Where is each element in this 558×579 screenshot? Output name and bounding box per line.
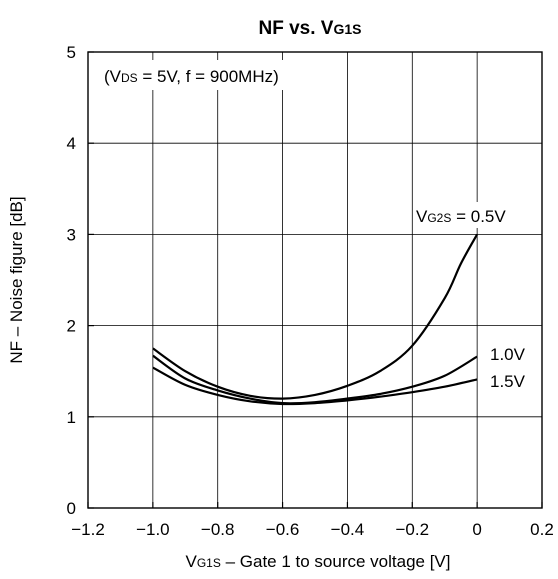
x-tick-label: −1.2 <box>71 520 105 539</box>
series-label-0: VG2S = 0.5V <box>416 207 506 226</box>
y-tick-label: 0 <box>67 499 76 518</box>
plot-frame <box>87 51 543 509</box>
y-tick-label: 2 <box>67 317 76 336</box>
x-tick-labels: −1.2 −1.0 −0.8 −0.6 −0.4 −0.2 0 0.2 <box>71 520 554 539</box>
x-tick-label: 0 <box>472 520 481 539</box>
tick-marks <box>87 51 543 509</box>
y-axis-label: NF – Noise figure [dB] <box>7 196 26 363</box>
series-label-0-background <box>414 202 538 228</box>
x-tick-label: −1.0 <box>136 520 170 539</box>
series-label-1-background <box>488 342 534 364</box>
x-tick-label: −0.6 <box>266 520 300 539</box>
y-tick-label: 5 <box>67 43 76 62</box>
chart-title: NF vs. VG1S <box>259 18 362 39</box>
series-line-2 <box>152 366 478 406</box>
grid <box>88 52 542 508</box>
x-tick-label: −0.2 <box>396 520 430 539</box>
x-tick-label: 0.2 <box>530 520 554 539</box>
series-label-1: 1.0V <box>490 345 526 364</box>
series-lines <box>152 233 479 406</box>
x-axis-label: VG1S – Gate 1 to source voltage [V] <box>186 552 451 571</box>
conditions-annotation: (VDS = 5V, f = 900MHz) <box>104 67 279 86</box>
y-tick-label: 4 <box>67 134 76 153</box>
annotation-background <box>98 60 324 90</box>
series-line-0 <box>152 233 479 400</box>
series-label-2-background <box>488 369 534 391</box>
x-tick-label: −0.8 <box>201 520 235 539</box>
series-label-2: 1.5V <box>490 372 526 391</box>
y-tick-label: 1 <box>67 408 76 427</box>
x-tick-label: −0.4 <box>331 520 365 539</box>
y-tick-labels: 0 1 2 3 4 5 <box>67 43 76 518</box>
y-tick-label: 3 <box>67 225 76 244</box>
